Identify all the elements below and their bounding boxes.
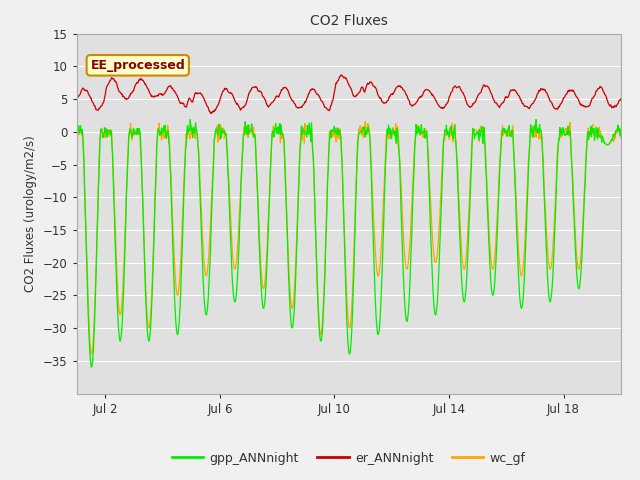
er_ANNnight: [417, 95, 424, 100]
Legend: gpp_ANNnight, er_ANNnight, wc_gf: gpp_ANNnight, er_ANNnight, wc_gf: [167, 447, 531, 469]
wc_gf: [88, 351, 95, 357]
wc_gf: [362, 119, 369, 125]
gpp_ANNnight: [264, 239, 272, 245]
gpp_ANNnight: [88, 364, 95, 370]
wc_gf: [417, 132, 424, 137]
er_ANNnight: [617, 96, 625, 102]
wc_gf: [264, 224, 272, 230]
er_ANNnight: [327, 103, 335, 109]
er_ANNnight: [264, 104, 272, 109]
gpp_ANNnight: [189, 124, 197, 130]
wc_gf: [396, 157, 404, 163]
gpp_ANNnight: [416, 132, 424, 138]
wc_gf: [327, 130, 335, 135]
er_ANNnight: [337, 72, 345, 78]
gpp_ANNnight: [617, 127, 625, 133]
wc_gf: [528, 130, 536, 135]
Line: er_ANNnight: er_ANNnight: [77, 75, 621, 113]
gpp_ANNnight: [73, 127, 81, 132]
gpp_ANNnight: [532, 117, 540, 122]
er_ANNnight: [189, 99, 196, 105]
er_ANNnight: [73, 95, 81, 100]
Y-axis label: CO2 Fluxes (urology/m2/s): CO2 Fluxes (urology/m2/s): [24, 135, 38, 292]
gpp_ANNnight: [396, 153, 403, 158]
er_ANNnight: [528, 101, 536, 107]
wc_gf: [189, 130, 197, 135]
wc_gf: [73, 128, 81, 133]
er_ANNnight: [207, 110, 214, 116]
Line: wc_gf: wc_gf: [77, 122, 621, 354]
Text: EE_processed: EE_processed: [90, 59, 185, 72]
er_ANNnight: [396, 83, 404, 89]
gpp_ANNnight: [327, 128, 335, 133]
Title: CO2 Fluxes: CO2 Fluxes: [310, 14, 388, 28]
gpp_ANNnight: [527, 130, 535, 135]
Line: gpp_ANNnight: gpp_ANNnight: [77, 120, 621, 367]
wc_gf: [617, 135, 625, 141]
